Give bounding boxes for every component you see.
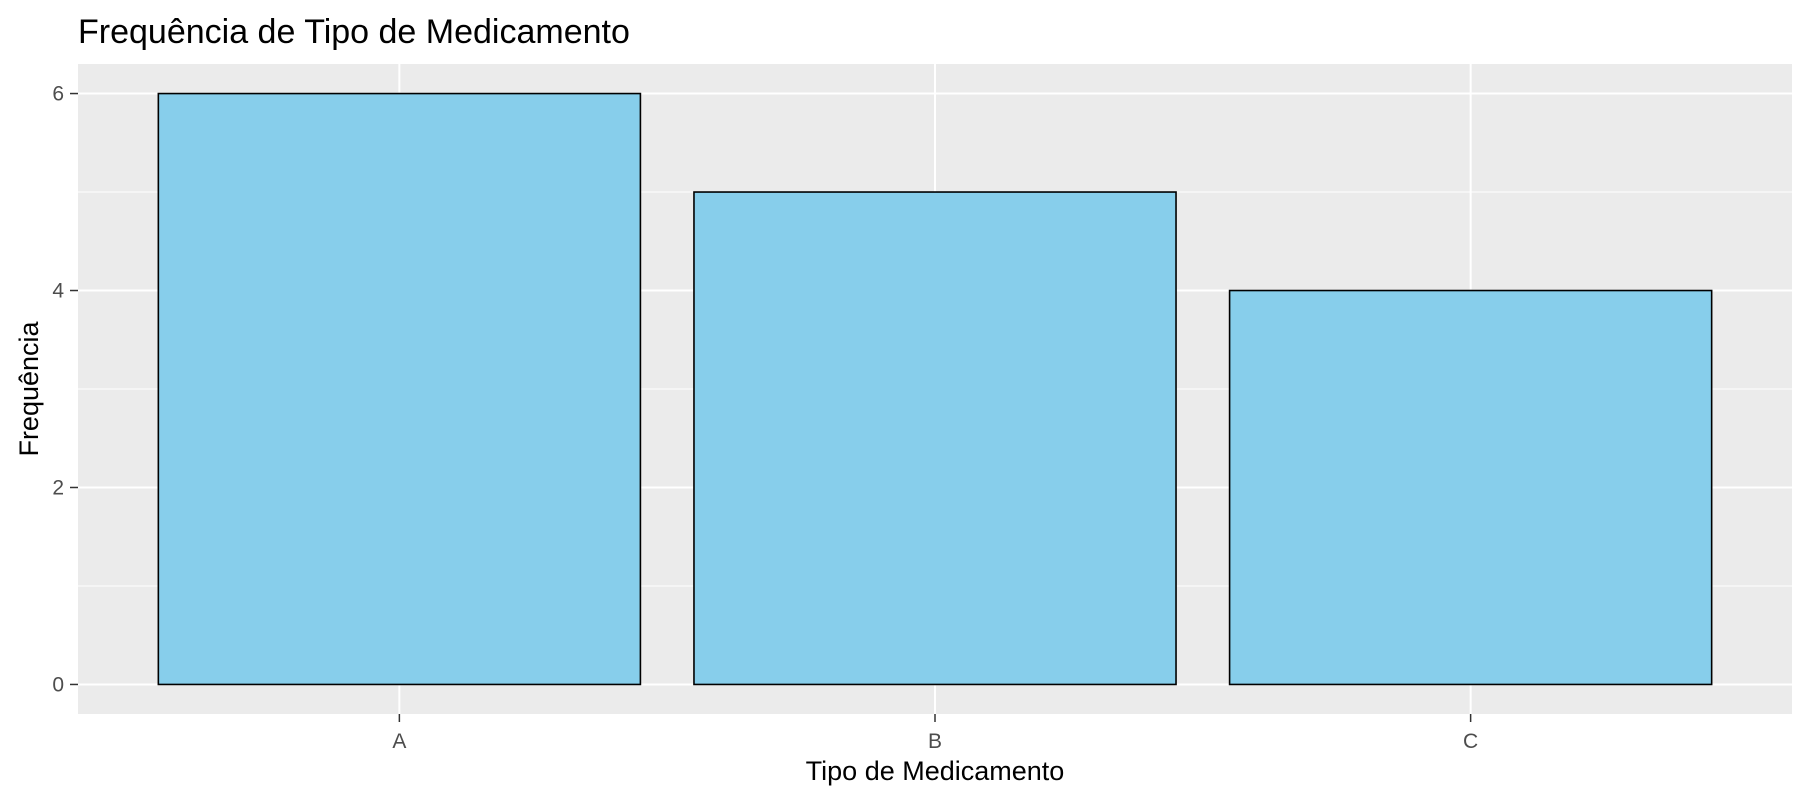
bars [157,92,1713,686]
x-tick-label: B [928,730,942,753]
bar-A [157,92,642,686]
bar-B [693,191,1177,686]
chart-title: Frequência de Tipo de Medicamento [78,13,630,51]
x-tick-label: C [1463,730,1478,753]
y-tick-label: 4 [52,280,64,303]
x-axis-title: Tipo de Medicamento [806,756,1065,786]
y-tick-label: 6 [52,83,64,106]
x-axis: A B C [392,714,1478,753]
y-axis-title: Frequência [14,320,44,456]
x-tick-label: A [392,730,406,753]
y-tick-label: 0 [52,673,64,696]
bar-C [1228,289,1713,686]
y-tick-label: 2 [52,476,64,499]
y-axis: 0 2 4 6 [52,83,78,696]
